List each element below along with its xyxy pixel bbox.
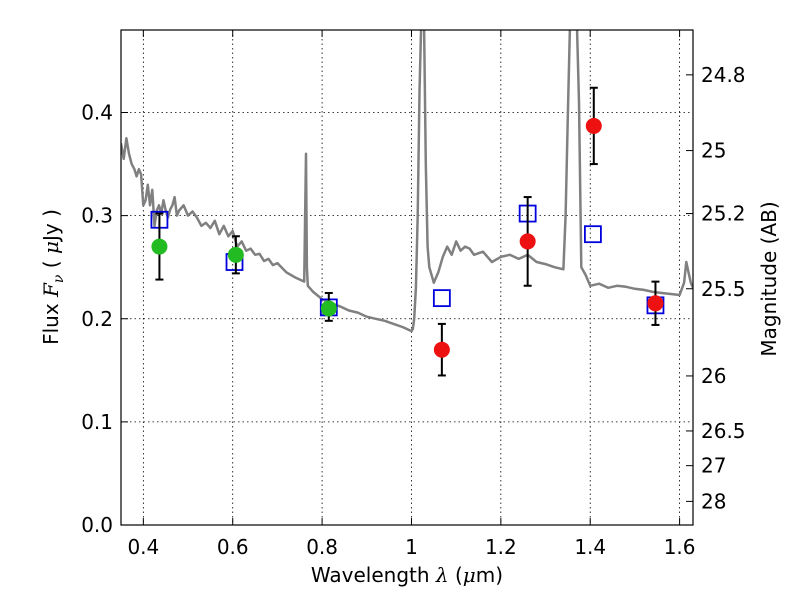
x-tick-label: 0.4 — [127, 535, 159, 559]
right-tick-label: 25 — [701, 139, 726, 163]
y-tick-label: 0.1 — [81, 410, 113, 434]
right-axis-label: Magnitude (AB) — [757, 201, 781, 356]
plot-frame — [120, 29, 694, 526]
red-data-point — [585, 117, 602, 134]
y-axis-ticks: 0.0 0.1 0.2 0.3 0.4 — [81, 101, 128, 537]
x-tick-label: 1.2 — [485, 535, 517, 559]
y-tick-label: 0.4 — [81, 101, 113, 125]
red-data-point — [647, 295, 664, 312]
green-data-point — [151, 238, 168, 255]
right-tick-label: 24.8 — [701, 63, 746, 87]
y-tick-label: 0.3 — [81, 204, 113, 228]
red-data-point — [519, 233, 536, 250]
model-spectrum-layer — [121, 30, 693, 333]
y-tick-label: 0.0 — [81, 513, 113, 537]
model-boxes-layer — [150, 204, 665, 317]
y-tick-label: 0.2 — [81, 307, 113, 331]
y-axis-label: Flux Fν ( μJy ) — [39, 209, 67, 345]
x-tick-label: 0.6 — [217, 535, 249, 559]
x-tick-label: 0.8 — [306, 535, 338, 559]
green-data-point — [320, 300, 337, 317]
model-box-marker — [584, 225, 602, 244]
right-tick-label: 27 — [701, 454, 726, 478]
x-tick-label: 1.6 — [664, 535, 696, 559]
right-tick-label: 25.2 — [701, 202, 746, 226]
right-tick-label: 26 — [701, 364, 726, 388]
observed-points-layer — [151, 117, 664, 358]
right-axis-ticks: 24.8 25 25.2 25.5 26 26.5 27 28 — [686, 63, 746, 513]
red-data-point — [433, 341, 450, 358]
green-data-point — [227, 246, 244, 263]
right-tick-label: 26.5 — [701, 419, 746, 443]
x-axis-ticks: 0.4 0.6 0.8 1 1.2 1.4 1.6 — [127, 30, 696, 559]
x-tick-label: 1 — [405, 535, 418, 559]
model-spectrum-line — [121, 30, 693, 333]
grid-lines — [121, 30, 693, 525]
right-tick-label: 25.5 — [701, 277, 746, 301]
right-tick-label: 28 — [701, 489, 726, 513]
x-tick-label: 1.4 — [574, 535, 606, 559]
x-axis-label: Wavelength λ (μm) — [311, 563, 503, 587]
model-box-marker — [432, 289, 451, 308]
